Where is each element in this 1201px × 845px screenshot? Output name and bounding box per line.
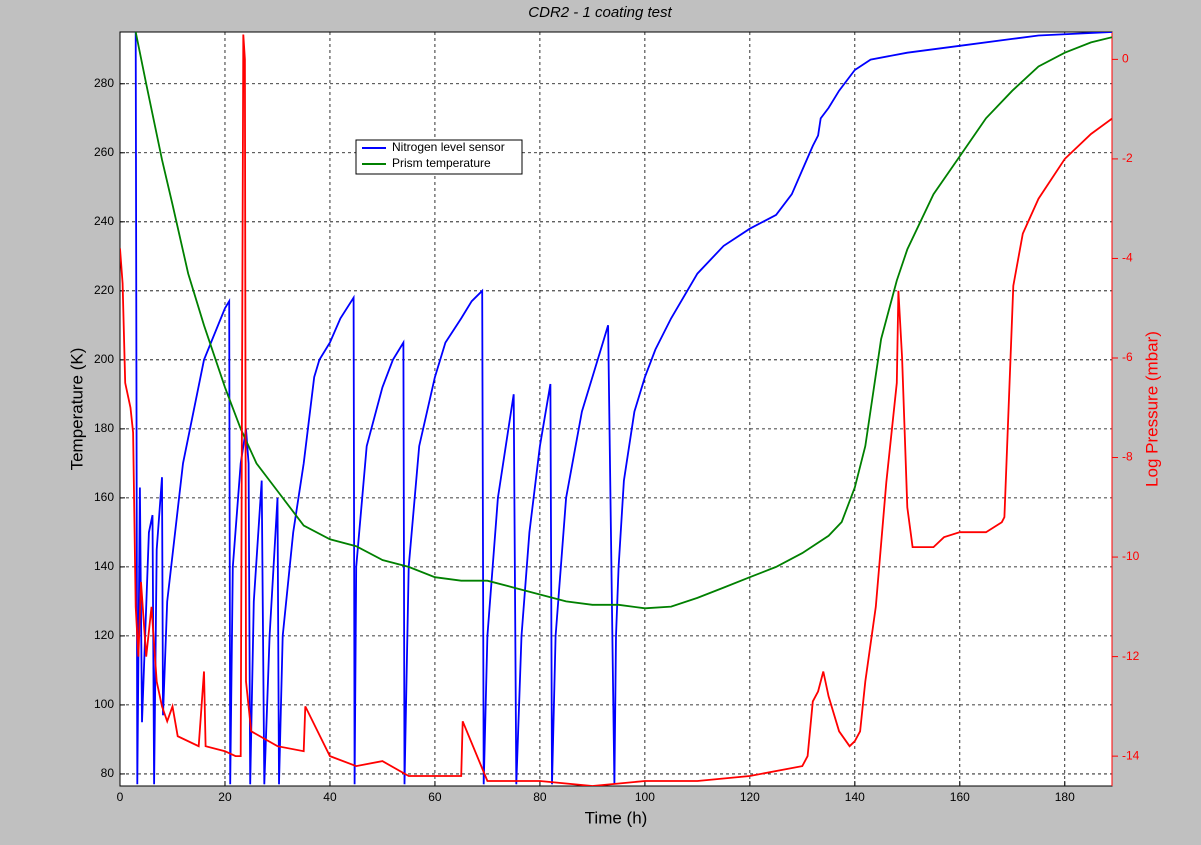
y-tick-label: 160 [94, 490, 114, 504]
plot-lines [120, 32, 1112, 786]
y2-tick-label: -8 [1122, 450, 1133, 464]
y2-tick-label: -2 [1122, 151, 1133, 165]
legend-box [355, 139, 523, 175]
y-tick-label: 240 [94, 214, 114, 228]
y-tick-label: 180 [94, 421, 114, 435]
y2-tick-label: -14 [1122, 748, 1140, 762]
y2-tick-label: 0 [1122, 52, 1129, 66]
y-tick-label: 280 [94, 76, 114, 90]
x-tick-label: 80 [533, 790, 547, 804]
y-tick-label: 200 [94, 352, 114, 366]
y-tick-label: 80 [101, 766, 115, 780]
y-tick-label: 100 [94, 697, 114, 711]
x-tick-label: 120 [740, 790, 760, 804]
y-axis-label: Temperature (K) [67, 348, 86, 471]
y-tick-label: 140 [94, 559, 114, 573]
y2-tick-label: -12 [1122, 649, 1140, 663]
x-tick-label: 20 [218, 790, 232, 804]
x-tick-label: 140 [845, 790, 865, 804]
y2-tick-label: -10 [1122, 549, 1140, 563]
series-line [120, 34, 1112, 786]
x-tick-label: 180 [1055, 790, 1075, 804]
series-line [134, 32, 1112, 785]
y2-tick-label: -4 [1122, 251, 1133, 265]
y2-axis-label: Log Pressure (mbar) [1142, 331, 1161, 487]
legend-label: Nitrogen level sensor [392, 140, 505, 154]
x-tick-label: 100 [635, 790, 655, 804]
x-axis-label: Time (h) [585, 808, 648, 827]
y-tick-label: 120 [94, 628, 114, 642]
x-tick-label: 0 [117, 790, 124, 804]
legend: Nitrogen level sensor Prism temperature [355, 139, 523, 175]
legend-label: Prism temperature [392, 156, 491, 170]
chart-title: CDR2 - 1 coating test [528, 4, 672, 21]
y-tick-label: 220 [94, 283, 114, 297]
y-tick-label: 260 [94, 145, 114, 159]
x-tick-label: 40 [323, 790, 337, 804]
y2-tick-label: -6 [1122, 350, 1133, 364]
x-tick-label: 160 [950, 790, 970, 804]
x-tick-label: 60 [428, 790, 442, 804]
